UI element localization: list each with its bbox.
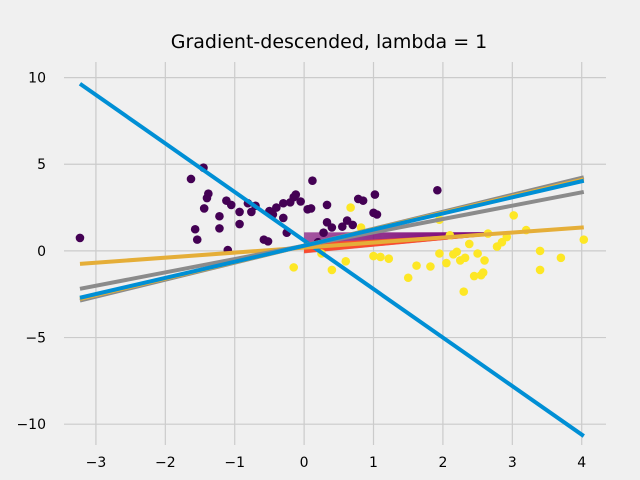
class-0-point <box>272 203 281 212</box>
x-tick-label: −1 <box>224 455 245 471</box>
x-tick-label: 1 <box>369 455 378 471</box>
x-tick-label: 2 <box>438 455 447 471</box>
class-1-point <box>535 246 545 256</box>
class-0-point <box>278 198 288 208</box>
class-1-point <box>327 265 337 275</box>
class-0-point <box>226 200 236 210</box>
x-tick-label: 3 <box>508 455 517 471</box>
x-tick-label: −2 <box>155 455 176 471</box>
class-1-point <box>460 253 470 263</box>
class-1-point <box>384 254 394 263</box>
class-1-point <box>579 235 589 244</box>
x-tick-label: 0 <box>300 455 309 471</box>
fan-segment <box>304 232 513 236</box>
decision-line <box>78 82 585 438</box>
class-1-point <box>459 287 469 296</box>
class-1-point <box>403 273 413 283</box>
x-tick-label: −3 <box>86 455 107 471</box>
decision-line <box>79 178 585 300</box>
class-1-point <box>426 262 435 271</box>
class-0-point <box>306 204 316 213</box>
y-tick-label: 0 <box>37 244 46 260</box>
class-0-point <box>247 207 256 217</box>
class-1-point <box>473 249 482 258</box>
class-1-point <box>376 252 385 262</box>
class-1-point <box>346 203 355 212</box>
class-0-point <box>370 190 380 199</box>
class-1-point <box>452 247 462 257</box>
decision-lines <box>78 82 585 438</box>
class-0-point <box>358 196 368 205</box>
class-0-point <box>235 207 244 217</box>
class-0-point <box>433 185 442 195</box>
class-0-point <box>372 210 382 219</box>
class-0-point <box>322 200 332 210</box>
class-1-point <box>412 261 421 270</box>
class-1-point <box>341 256 351 266</box>
fan-segment <box>304 232 513 235</box>
class-1-point <box>289 263 299 272</box>
class-0-point <box>296 197 305 206</box>
class-1-point <box>464 239 474 249</box>
class-0-point <box>235 219 244 229</box>
fan-segment <box>304 232 513 235</box>
class-1-point <box>509 211 519 220</box>
class-0-point <box>215 211 224 221</box>
class-0-point <box>319 228 328 238</box>
class-0-point <box>190 224 200 234</box>
class-1-point <box>369 251 378 261</box>
class-1-point <box>535 265 545 275</box>
class-0-point <box>192 235 202 244</box>
y-tick-label: −5 <box>25 331 46 347</box>
y-tick-label: 10 <box>28 71 46 87</box>
class-1-point <box>480 256 489 265</box>
class-0-point <box>75 233 85 243</box>
class-0-point <box>291 190 301 199</box>
class-0-point <box>308 176 317 186</box>
class-0-point <box>337 222 347 231</box>
class-1-point <box>478 268 488 277</box>
class-1-point <box>556 253 566 263</box>
y-tick-label: −10 <box>16 417 46 433</box>
class-0-point <box>215 224 224 233</box>
x-tick-label: 4 <box>577 455 586 471</box>
decision-line <box>79 225 584 266</box>
class-0-point <box>278 213 288 223</box>
class-1-point <box>442 258 451 268</box>
class-1-point <box>469 271 479 281</box>
class-0-point <box>327 223 337 232</box>
chart-title: Gradient-descended, lambda = 1 <box>171 31 488 53</box>
y-tick-label: 5 <box>37 157 46 173</box>
class-0-point <box>348 220 357 230</box>
class-0-point <box>202 193 212 203</box>
class-1-point <box>435 249 444 258</box>
class-0-point <box>199 204 209 213</box>
class-0-point <box>186 174 196 184</box>
class-0-point <box>263 237 273 246</box>
